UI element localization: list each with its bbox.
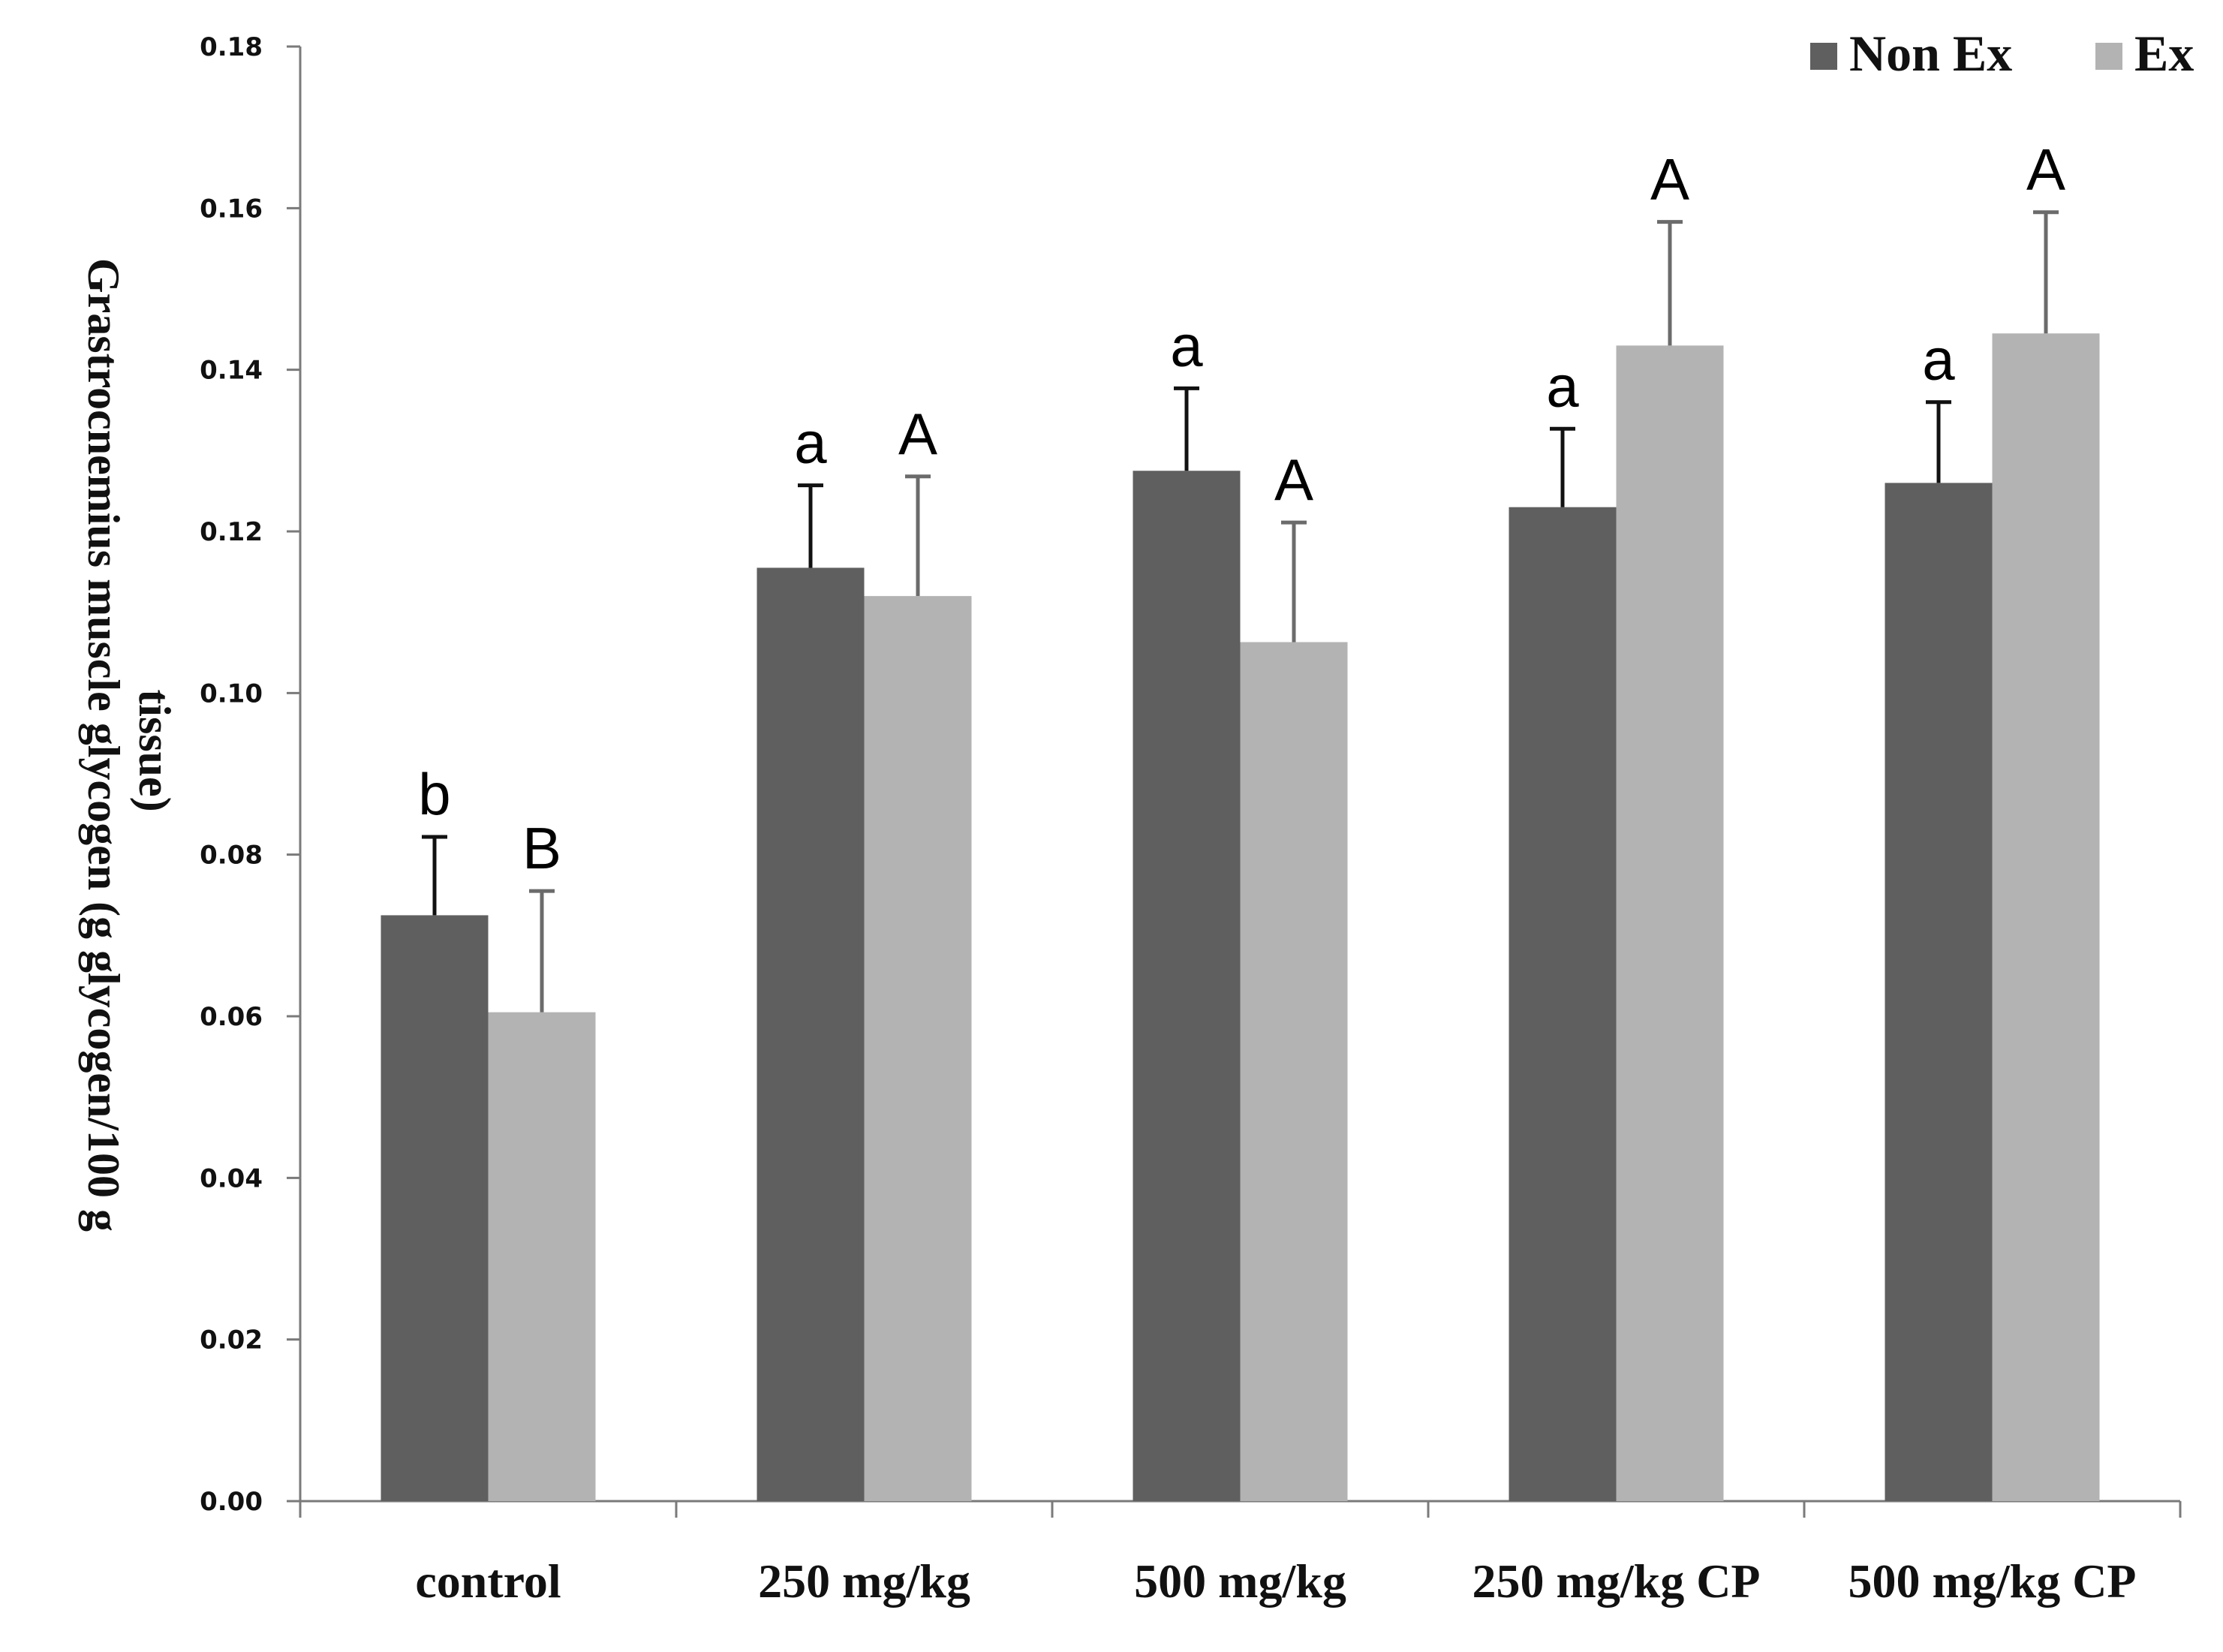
bar-ex [1992, 333, 2100, 1501]
labels-layer: control 250 mg/kg 500 mg/kg 250 mg/kg CP 500… [415, 137, 2136, 1608]
legend-swatch [1810, 43, 1837, 70]
x-tick-label: 250 mg/kg CP [1472, 1554, 1761, 1608]
y-axis-title: Grastrocnemius muscle glycogen (g glycog… [79, 258, 179, 1243]
y-tick-label: 0.12 [200, 517, 263, 547]
bar-ex [864, 596, 972, 1502]
significance-label: a [1922, 326, 1955, 393]
bar-ex [488, 1012, 596, 1501]
axes-layer: 0.00 0.02 0.04 0.06 0.08 0.10 0.12 0.14 0.16 0.18 [200, 32, 2182, 1518]
bar-non-ex [1885, 483, 1993, 1501]
significance-label: A [1274, 447, 1313, 513]
bars-layer [381, 210, 2100, 1502]
y-axis-title-line-1: Grastrocnemius muscle glycogen (g glycog… [79, 258, 128, 1232]
significance-label: b [418, 761, 450, 827]
significance-label: A [2026, 137, 2065, 203]
bar-non-ex [381, 915, 489, 1501]
y-tick-label: 0.04 [200, 1163, 263, 1193]
bar-non-ex [1509, 507, 1617, 1502]
bar-ex [1616, 345, 1724, 1501]
significance-label: A [1650, 146, 1689, 212]
y-tick-label: 0.06 [200, 1002, 263, 1032]
y-tick-label: 0.10 [200, 679, 263, 709]
y-tick-label: 0.16 [200, 194, 263, 224]
y-tick-label: 0.14 [200, 356, 263, 386]
y-axis-title-line-2: tissue) [130, 689, 179, 811]
x-tick-label: 250 mg/kg [758, 1554, 970, 1608]
significance-label: a [794, 410, 827, 476]
x-tick-label: 500 mg/kg CP [1848, 1554, 2137, 1608]
y-tick-label: 0.08 [200, 841, 263, 871]
significance-label: a [1170, 312, 1203, 378]
legend-swatch [2095, 43, 2122, 70]
bar-non-ex [757, 567, 865, 1502]
bar-non-ex [1133, 471, 1241, 1501]
x-tick-label: control [415, 1554, 561, 1608]
significance-label: B [522, 815, 561, 881]
legend-label: Ex [2134, 25, 2194, 82]
significance-label: A [898, 401, 937, 467]
x-tick-label: 500 mg/kg [1134, 1554, 1346, 1608]
bar-ex [1240, 642, 1348, 1501]
legend-label: Non Ex [1849, 25, 2012, 82]
y-tick-label: 0.18 [200, 32, 263, 62]
y-tick-label: 0.02 [200, 1326, 263, 1356]
legend: Non Ex Ex [1810, 25, 2194, 82]
y-tick-label: 0.00 [200, 1487, 263, 1517]
significance-label: a [1546, 353, 1579, 419]
